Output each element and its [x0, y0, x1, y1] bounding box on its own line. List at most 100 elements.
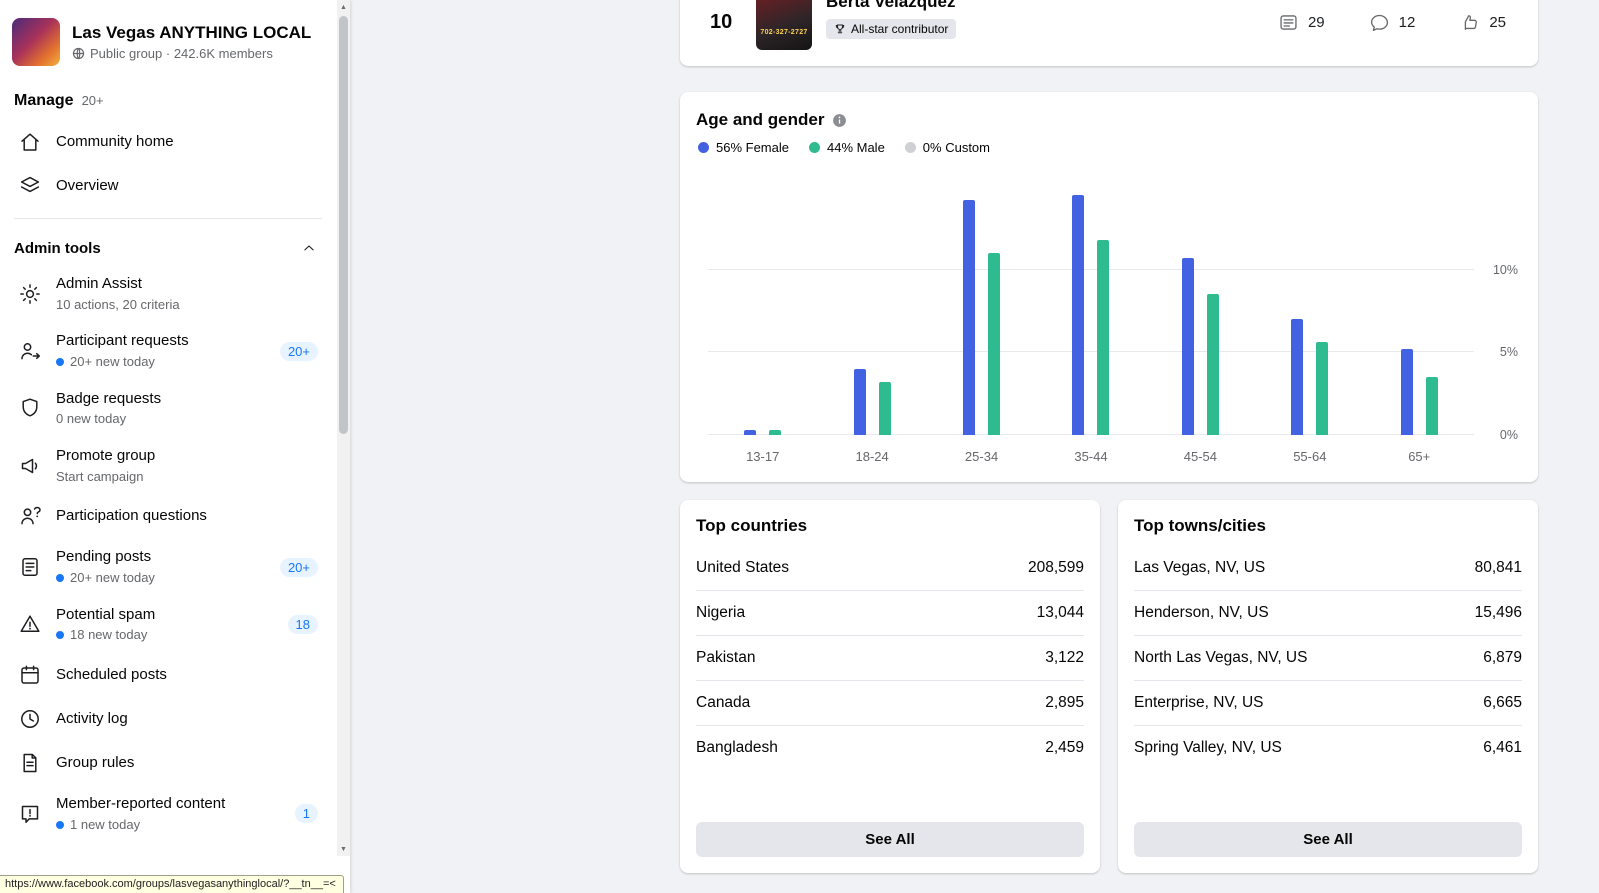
- legend-label: 44% Male: [826, 140, 885, 155]
- sidebar-item-sub: 0 new today: [56, 411, 127, 427]
- trophy-icon: [835, 24, 845, 33]
- status-bar-url: https://www.facebook.com/groups/lasvegas…: [0, 875, 344, 893]
- x-axis-label: 35-44: [1074, 449, 1108, 464]
- manage-section-header[interactable]: Manage 20+: [14, 92, 324, 110]
- x-axis-label: 13-17: [746, 449, 780, 464]
- posts-icon: [1280, 14, 1297, 30]
- bar-group-25-34: [963, 187, 1001, 435]
- count-badge: 18: [287, 614, 318, 634]
- bar-group-18-24: [853, 187, 891, 435]
- legend-dot: [904, 142, 916, 153]
- sidebar-item-label: Community home: [56, 132, 174, 150]
- thumbs-up-icon: [1465, 14, 1478, 30]
- new-activity-dot: [56, 631, 64, 640]
- bar-male-25-34: [988, 253, 1001, 435]
- sidebar-item-label: Scheduled posts: [56, 665, 167, 683]
- group-name[interactable]: Las Vegas ANYTHING LOCAL: [72, 22, 312, 42]
- city-name: Spring Valley, NV, US: [1134, 739, 1282, 756]
- sidebar-item-sub: 20+ new today: [56, 354, 189, 370]
- scrollbar-up-arrow[interactable]: ▲: [340, 3, 347, 11]
- sidebar-item-community-home[interactable]: Community home: [12, 120, 324, 164]
- sidebar-item-participation-questions[interactable]: Participation questions: [12, 494, 324, 538]
- sidebar-item-activity-log[interactable]: Activity log: [12, 697, 324, 741]
- admin-tools-header[interactable]: Admin tools: [12, 229, 324, 265]
- y-axis-tick-label: 0%: [1499, 428, 1518, 442]
- contributor-name[interactable]: Berta Velazquez: [826, 0, 956, 11]
- city-value: 15,496: [1474, 604, 1522, 621]
- sidebar-item-label: Pending posts: [56, 548, 152, 566]
- posts-count: 29: [1307, 13, 1325, 31]
- contributor-rank: 10: [710, 10, 733, 33]
- report-bubble-icon: [18, 802, 42, 826]
- admin-assist-icon: [18, 282, 42, 306]
- sidebar-item-participant-requests[interactable]: Participant requests 20+ new today 20+: [12, 322, 324, 379]
- admin-tools-label: Admin tools: [14, 239, 101, 257]
- chart-plot: 0% 5% 10%: [708, 187, 1518, 442]
- bar-female-18-24: [853, 368, 866, 435]
- city-value: 6,665: [1483, 694, 1522, 711]
- sidebar-item-member-reported-content[interactable]: Member-reported content 1 new today 1: [12, 785, 324, 842]
- bar-female-25-34: [963, 200, 976, 435]
- comments-stat: 12: [1369, 12, 1415, 33]
- group-avatar[interactable]: [12, 18, 60, 66]
- country-value: 208,599: [1027, 559, 1084, 576]
- sidebar-divider: [14, 218, 322, 219]
- scrollbar-thumb[interactable]: [339, 16, 348, 434]
- x-axis-label: 45-54: [1183, 449, 1218, 464]
- scrollbar-down-arrow[interactable]: ▼: [340, 845, 347, 853]
- chart-groups: [708, 187, 1474, 435]
- manage-count: 20+: [81, 93, 104, 108]
- bar-female-13-17: [744, 430, 757, 435]
- x-axis-label: 25-34: [964, 449, 999, 464]
- bar-male-45-54: [1206, 294, 1219, 435]
- country-row: Canada 2,895: [696, 680, 1084, 725]
- contributor-avatar[interactable]: 702-327-2727: [756, 0, 812, 50]
- sidebar-item-promote-group[interactable]: Promote group Start campaign: [12, 437, 324, 494]
- contributor-row-card[interactable]: 10 702-327-2727 Berta Velazquez All-star…: [680, 0, 1538, 66]
- country-row: United States 208,599: [696, 546, 1084, 590]
- sidebar-item-potential-spam[interactable]: Potential spam 18 new today 18: [12, 596, 324, 653]
- legend-label: 56% Female: [716, 140, 789, 155]
- country-row: Pakistan 3,122: [696, 635, 1084, 680]
- sidebar-item-admin-assist[interactable]: Admin Assist 10 actions, 20 criteria: [12, 265, 324, 322]
- age-gender-title: Age and gender: [696, 110, 825, 129]
- globe-icon: [72, 48, 85, 60]
- sidebar-item-label: Activity log: [56, 709, 128, 727]
- rules-document-icon: [18, 751, 42, 775]
- bar-female-45-54: [1181, 258, 1194, 435]
- x-axis-label: 65+: [1408, 449, 1431, 464]
- see-all-countries-button[interactable]: See All: [696, 822, 1084, 857]
- new-activity-dot: [56, 573, 64, 582]
- see-all-cities-button[interactable]: See All: [1134, 822, 1522, 857]
- posts-stat: 29: [1278, 12, 1325, 33]
- x-axis-label: 55-64: [1293, 449, 1327, 464]
- gridline: [708, 434, 1474, 435]
- count-badge: 1: [294, 804, 318, 824]
- sidebar-item-sub: 18 new today: [56, 627, 155, 643]
- group-meta-text: Public group · 242.6K members: [90, 46, 273, 62]
- document-lines-icon: [18, 555, 42, 579]
- info-icon[interactable]: [831, 112, 848, 129]
- megaphone-icon: [18, 454, 42, 478]
- country-value: 2,459: [1045, 739, 1084, 756]
- top-countries-rows: United States 208,599 Nigeria 13,044 Pakis…: [696, 546, 1084, 770]
- bar-male-35-44: [1097, 239, 1110, 435]
- sidebar-item-scheduled-posts[interactable]: Scheduled posts: [12, 653, 324, 697]
- count-badge: 20+: [279, 341, 318, 361]
- sidebar-item-group-rules[interactable]: Group rules: [12, 741, 324, 785]
- top-cities-title: Top towns/cities: [1134, 516, 1266, 535]
- sidebar-item-badge-requests[interactable]: Badge requests 0 new today: [12, 380, 324, 437]
- home-icon: [18, 130, 42, 154]
- group-header[interactable]: Las Vegas ANYTHING LOCAL Public group · …: [12, 18, 324, 66]
- sidebar-item-sub: 1 new today: [56, 817, 225, 833]
- sidebar-scrollbar[interactable]: ▲ ▼: [337, 0, 350, 856]
- manage-label: Manage: [14, 92, 74, 109]
- country-row: Nigeria 13,044: [696, 590, 1084, 635]
- bar-female-55-64: [1291, 319, 1304, 435]
- sidebar-item-label: Admin Assist: [56, 275, 142, 292]
- sidebar-item-pending-posts[interactable]: Pending posts 20+ new today 20+: [12, 538, 324, 595]
- sidebar-item-overview[interactable]: Overview: [12, 164, 324, 208]
- comment-icon: [1370, 14, 1388, 31]
- contributor-stats: 29 12 25: [1278, 12, 1520, 33]
